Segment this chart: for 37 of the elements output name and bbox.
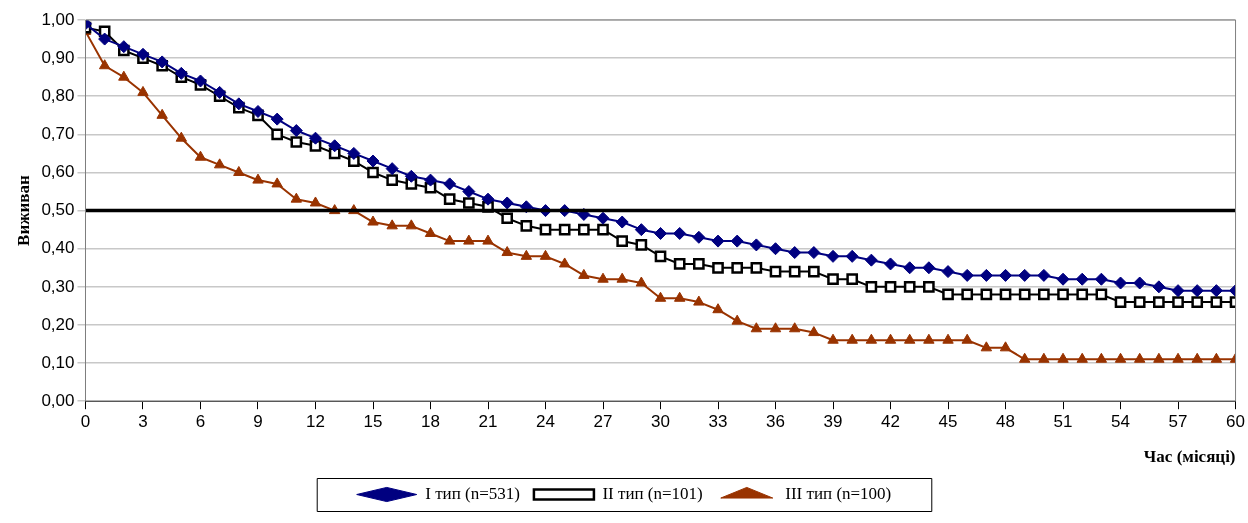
y-axis-title: Виживан xyxy=(13,175,33,246)
x-tick-label: 12 xyxy=(306,412,325,432)
x-tick-label: 9 xyxy=(253,412,263,432)
x-tick-label: 18 xyxy=(421,412,440,432)
x-tick-label: 51 xyxy=(1053,412,1073,432)
y-tick-label: 0,10 xyxy=(41,352,75,372)
y-tick-label: 0,30 xyxy=(41,276,75,296)
x-tick-label: 54 xyxy=(1111,412,1130,432)
y-tick-label: 1,00 xyxy=(41,9,75,29)
x-tick-label: 30 xyxy=(651,412,670,432)
y-tick-label: 0,70 xyxy=(41,124,75,144)
y-tick-label: 0,40 xyxy=(41,238,75,258)
x-tick-label: 57 xyxy=(1168,412,1188,432)
x-axis-title: Час (місяці) xyxy=(1143,447,1236,467)
y-tick-label: 0,50 xyxy=(41,200,75,220)
y-tick-label: 0,20 xyxy=(41,314,75,334)
x-tick-label: 0 xyxy=(80,412,91,432)
y-tick-label: 0,80 xyxy=(41,85,75,105)
legend-label: I тип (n=531) xyxy=(425,483,520,503)
y-tick-label: 0,60 xyxy=(41,162,75,182)
x-tick-label: 36 xyxy=(766,412,785,432)
y-tick-label: 0,90 xyxy=(41,47,75,67)
x-tick-label: 39 xyxy=(823,412,843,432)
y-tick-label: 0,00 xyxy=(41,390,75,410)
legend-label: III тип (n=100) xyxy=(785,483,892,503)
x-tick-label: 24 xyxy=(536,412,555,432)
x-tick-label: 6 xyxy=(195,412,206,432)
x-tick-label: 45 xyxy=(938,412,958,432)
x-tick-label: 48 xyxy=(996,412,1015,432)
x-tick-label: 15 xyxy=(363,412,383,432)
x-tick-label: 27 xyxy=(593,412,613,432)
x-tick-label: 21 xyxy=(478,412,498,432)
x-tick-label: 60 xyxy=(1226,412,1246,432)
legend-label: II тип (n=101) xyxy=(602,483,703,503)
x-tick-label: 3 xyxy=(138,412,148,432)
x-tick-label: 42 xyxy=(881,412,900,432)
x-tick-label: 33 xyxy=(708,412,728,432)
